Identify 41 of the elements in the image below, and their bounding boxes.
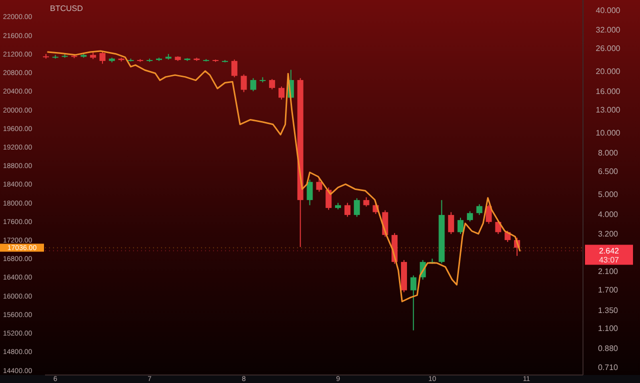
y2-tick-label: 6.500 xyxy=(598,166,619,176)
y2-tick-label: 40.000 xyxy=(596,6,621,15)
y2-tick-label: 0.710 xyxy=(598,362,619,372)
candlestick xyxy=(326,187,332,210)
candlestick xyxy=(354,198,360,218)
candlestick xyxy=(306,179,313,206)
y2-tick-label: 1.700 xyxy=(598,286,619,295)
y2-tick-label: 0.880 xyxy=(598,344,619,353)
candlestick xyxy=(269,78,276,90)
y2-tick-label: 8.000 xyxy=(598,148,619,158)
y2-tick-label: 1.350 xyxy=(598,306,619,316)
candlestick xyxy=(486,204,492,224)
y2-tick-label: 1.100 xyxy=(598,324,619,334)
candlestick xyxy=(476,204,482,216)
y2-tick-label: 4.000 xyxy=(598,210,619,219)
y2-tick-label: 10.000 xyxy=(596,128,621,138)
candlestick xyxy=(410,274,416,331)
y2-tick-label: 13.000 xyxy=(596,105,621,114)
candlestick xyxy=(278,86,284,100)
ref-line-label: 2.642 xyxy=(598,246,620,256)
candlestick xyxy=(448,212,454,235)
candlestick xyxy=(466,210,473,222)
y2-tick-label: 2.100 xyxy=(598,266,619,276)
candlestick xyxy=(240,74,247,93)
candlestick xyxy=(99,51,106,64)
line-series xyxy=(47,50,521,302)
y2-tick-label: 32.000 xyxy=(596,26,621,35)
candlestick xyxy=(458,217,464,235)
text: BTCUSD xyxy=(50,4,84,13)
y2-tick-label: 26.000 xyxy=(596,44,621,54)
candlestick xyxy=(260,76,266,83)
text: 43:07 xyxy=(598,256,620,265)
candlestick xyxy=(250,78,256,92)
y2-tick-label: 16.000 xyxy=(596,87,621,96)
y2-tick-label: 20.000 xyxy=(596,67,621,76)
candlestick xyxy=(344,202,350,218)
candlestick xyxy=(231,59,238,78)
candlestick xyxy=(363,196,370,208)
y2-tick-label: 3.200 xyxy=(598,230,619,239)
candlestick xyxy=(316,178,322,192)
y2-tick-label: 5.000 xyxy=(598,190,619,200)
